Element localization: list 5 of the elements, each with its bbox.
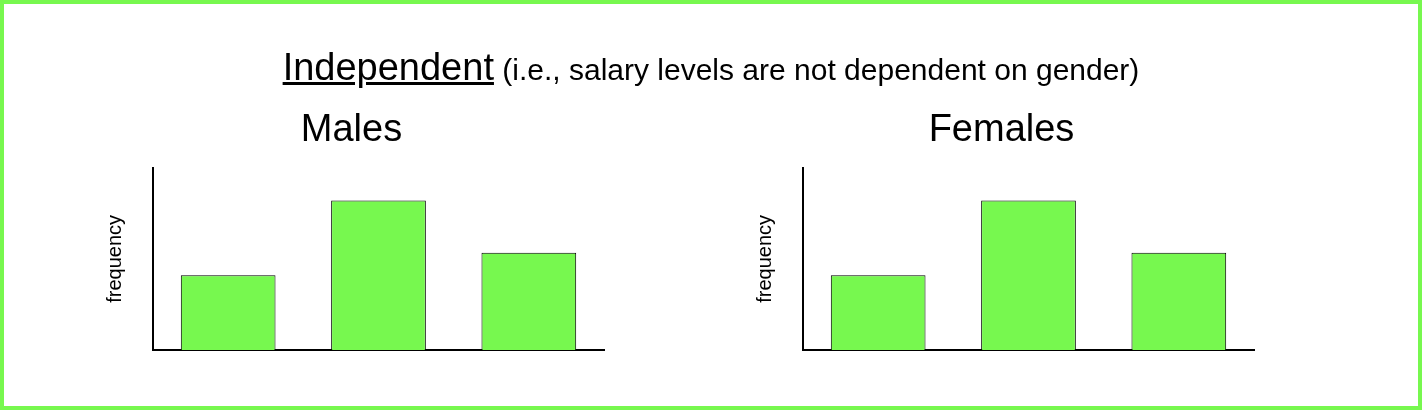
chart-title: Females bbox=[928, 107, 1075, 150]
chart-title: Males bbox=[300, 107, 403, 150]
text: Independent (i.e., salary levels are not dependent on gender) bbox=[282, 46, 1140, 88]
y-axis-title: frequency bbox=[752, 214, 775, 303]
y-axis-title: frequency bbox=[102, 214, 125, 303]
